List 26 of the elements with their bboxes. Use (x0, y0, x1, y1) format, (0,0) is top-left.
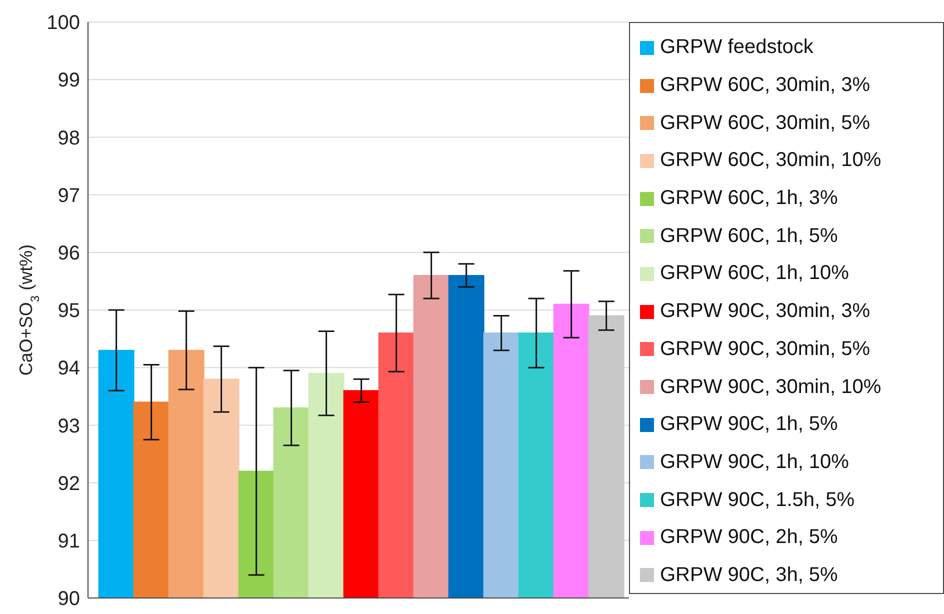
legend-label: GRPW 60C, 1h, 10% (660, 262, 849, 286)
legend-label: GRPW 90C, 30min, 5% (660, 338, 870, 361)
y-tick-label: 98 (58, 127, 80, 150)
y-tick-label: 96 (58, 242, 80, 264)
legend-label: GRPW 90C, 2h, 5% (660, 526, 838, 550)
legend-label: GRPW 90C, 1h, 5% (660, 413, 838, 436)
y-tick-label: 95 (58, 300, 80, 322)
legend-label: GRPW 60C, 30min, 10% (660, 149, 882, 172)
y-tick-label: 91 (58, 530, 80, 552)
y-tick-label: 93 (58, 415, 80, 438)
legend-label: GRPW 60C, 1h, 3% (660, 187, 838, 210)
y-tick-label: 94 (58, 358, 80, 380)
legend-label: GRPW 60C, 1h, 5% (660, 224, 838, 248)
y-tick-label: 92 (58, 472, 80, 495)
legend-label: GRPW 90C, 3h, 5% (660, 564, 838, 587)
legend-label: GRPW 60C, 30min, 5% (660, 112, 870, 135)
legend-label: GRPW 60C, 30min, 3% (660, 74, 870, 98)
legend-label: GRPW 90C, 1.5h, 5% (660, 488, 855, 512)
y-tick-label: 97 (58, 184, 80, 207)
legend-label: GRPW feedstock (660, 36, 814, 60)
legend-label: GRPW 90C, 1h, 10% (660, 450, 849, 474)
y-tick-label: 99 (58, 70, 80, 92)
y-tick-label: 90 (58, 588, 80, 610)
y-tick-label: 100 (46, 12, 80, 34)
legend-label: GRPW 90C, 30min, 3% (660, 300, 870, 324)
legend-label: GRPW 90C, 30min, 10% (660, 376, 882, 399)
